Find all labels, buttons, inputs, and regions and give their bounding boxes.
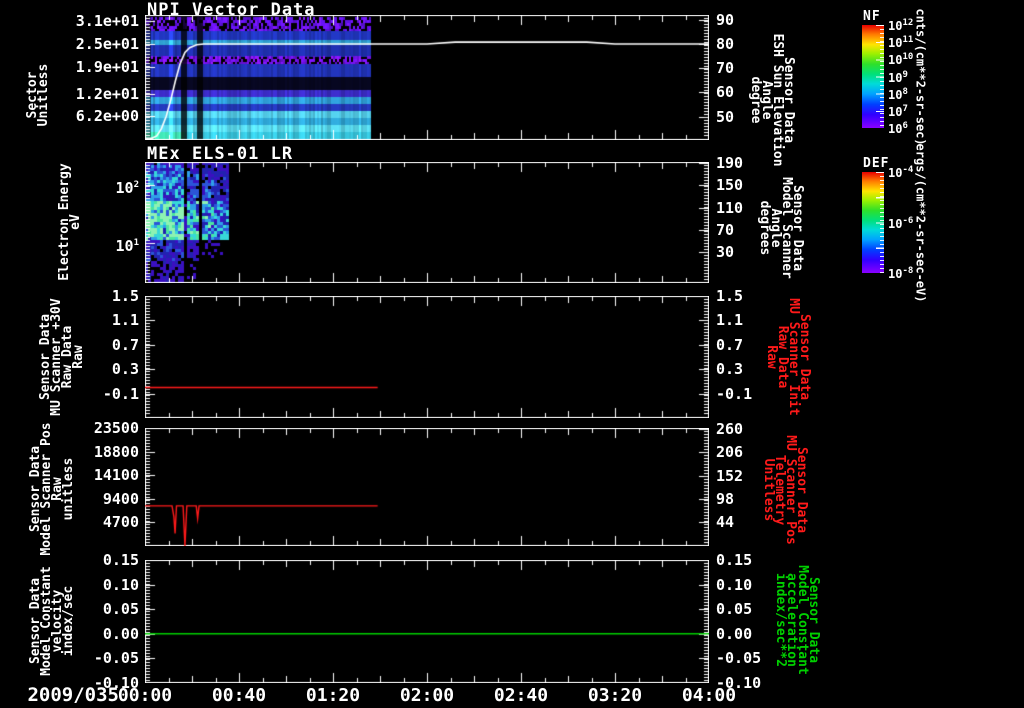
y-axis-tick-label-right: 60 — [716, 83, 735, 101]
x-axis-tick-label: 00:00 — [117, 685, 173, 706]
y-axis-tick-label-left: 23500 — [93, 419, 139, 437]
colorbar-major-ticks — [876, 172, 884, 273]
y-axis-tick-label-left: 0.00 — [102, 625, 139, 643]
colorbar-major-ticks — [876, 25, 884, 128]
y-axis-tick-label-right: 0.00 — [716, 625, 753, 643]
y-axis-tick-label-left: 101 — [115, 237, 139, 255]
y-axis-tick-label-left: -0.10 — [93, 674, 139, 692]
y-axis-title-left: Sensor Data Model Constant velocity index/s… — [28, 566, 76, 676]
y-axis-tick-label-left: 2.5e+01 — [75, 35, 139, 53]
y-axis-tick-label-right: 98 — [716, 490, 735, 508]
colorbar-tick-label: 109 — [888, 70, 908, 85]
y-axis-tick-label-left: 102 — [115, 179, 139, 197]
panel2-title: MEx ELS-01 LR — [147, 144, 294, 164]
y-axis-tick-label-right: 1.1 — [716, 311, 744, 329]
y-axis-title-left: Electron Energy eV — [57, 163, 83, 281]
colorbar-title: NF — [863, 9, 881, 24]
y-axis-tick-label-right: 206 — [716, 443, 744, 461]
colorbar-tick-label: 10-6 — [888, 216, 914, 231]
colorbar-unit-label: cnts/(cm**2-sr-sec) — [913, 7, 928, 146]
y-axis-tick-label-right: 30 — [716, 243, 735, 261]
y-axis-title-right: Sensor Data MU Scanner Pos Telemetry Unitle… — [761, 435, 809, 545]
y-axis-tick-label-left: 1.5 — [111, 287, 139, 305]
y-axis-tick-label-left: 1.1 — [111, 311, 139, 329]
y-axis-title-right: Sensor Data ESH Sun Elevation Angle degree — [748, 33, 796, 167]
y-axis-tick-label-left: -0.05 — [93, 649, 139, 667]
x-axis-tick-label: 00:40 — [211, 685, 267, 706]
colorbar-title: DEF — [863, 156, 890, 171]
y-axis-tick-label-right: -0.1 — [716, 385, 753, 403]
x-axis-date-label: 2009/035 — [27, 684, 119, 706]
y-axis-tick-label-left: 3.1e+01 — [75, 12, 139, 30]
x-axis-tick-label: 02:40 — [493, 685, 549, 706]
colorbar-tick-label: 1012 — [888, 18, 914, 33]
y-axis-tick-label-left: 0.05 — [102, 600, 139, 618]
y-axis-tick-label-left: -0.1 — [102, 385, 139, 403]
x-axis-tick-label: 03:20 — [587, 685, 643, 706]
y-axis-tick-label-right: 260 — [716, 420, 744, 438]
y-axis-tick-label-left: 0.15 — [102, 551, 139, 569]
y-axis-title-right: Sensor Data Model Constant acceleration ind… — [773, 565, 821, 675]
y-axis-tick-label-right: -0.10 — [716, 674, 762, 692]
y-axis-tick-label-right: 70 — [716, 221, 735, 239]
y-axis-title-left: Sensor Data MU Scanner +30V Raw Data Raw — [38, 298, 86, 416]
y-axis-tick-label-right: 1.5 — [716, 287, 744, 305]
y-axis-tick-label-right: 190 — [716, 154, 744, 172]
y-axis-tick-label-left: 0.10 — [102, 576, 139, 594]
panel-3-plot — [145, 296, 709, 418]
panel-1-plot — [145, 15, 709, 140]
y-axis-tick-label-left: 9400 — [102, 490, 139, 508]
y-axis-tick-label-right: 110 — [716, 199, 744, 217]
y-axis-title-right: Sensor Data Model Scanner Angle degrees — [757, 177, 805, 279]
y-axis-tick-label-left: 6.2e+00 — [75, 107, 139, 125]
y-axis-tick-label-right: 44 — [716, 513, 735, 531]
panel-4-plot — [145, 428, 709, 546]
y-axis-title-left: Sensor Data Model Scanner Pos Raw unitless — [28, 422, 76, 556]
y-axis-tick-label-right: 90 — [716, 11, 735, 29]
colorbar-tick-label: 10-4 — [888, 165, 914, 180]
y-axis-tick-label-right: 70 — [716, 59, 735, 77]
panel-2-plot — [145, 162, 709, 283]
y-axis-tick-label-right: 0.3 — [716, 360, 744, 378]
y-axis-title-right: Sensor Data MU Scanner Init Raw Data Raw — [764, 298, 812, 416]
y-axis-tick-label-left: 4700 — [102, 513, 139, 531]
y-axis-tick-label-left: 0.3 — [111, 360, 139, 378]
y-axis-tick-label-right: -0.05 — [716, 649, 762, 667]
colorbar-tick-label: 1010 — [888, 52, 914, 67]
colorbar-tick-label: 106 — [888, 121, 908, 136]
x-axis-tick-label: 04:00 — [681, 685, 737, 706]
y-axis-tick-label-left: 14100 — [93, 466, 139, 484]
y-axis-tick-label-left: 0.7 — [111, 336, 139, 354]
colorbar-nf — [862, 25, 884, 128]
y-axis-tick-label-left: 1.2e+01 — [75, 85, 139, 103]
y-axis-tick-label-right: 0.15 — [716, 551, 753, 569]
y-axis-tick-label-right: 50 — [716, 108, 735, 126]
y-axis-title-left: Sector Unitless — [25, 63, 51, 127]
y-axis-tick-label-right: 80 — [716, 35, 735, 53]
colorbar-tick-label: 107 — [888, 104, 908, 119]
colorbar-def — [862, 172, 884, 273]
x-axis-tick-label: 01:20 — [305, 685, 361, 706]
colorbar-tick-label: 1011 — [888, 35, 914, 50]
x-axis-tick-label: 02:00 — [399, 685, 455, 706]
y-axis-tick-label-left: 1.9e+01 — [75, 58, 139, 76]
y-axis-tick-label-right: 0.05 — [716, 600, 753, 618]
y-axis-tick-label-right: 0.7 — [716, 336, 744, 354]
y-axis-tick-label-left: 18800 — [93, 443, 139, 461]
colorbar-tick-label: 108 — [888, 87, 908, 102]
colorbar-unit-label: ergs/(cm**2-sr-sec-eV) — [913, 143, 928, 302]
panel-5-plot — [145, 560, 709, 683]
colorbar-tick-label: 10-8 — [888, 266, 914, 281]
y-axis-tick-label-right: 0.10 — [716, 576, 753, 594]
y-axis-tick-label-right: 150 — [716, 176, 744, 194]
y-axis-tick-label-right: 152 — [716, 467, 744, 485]
